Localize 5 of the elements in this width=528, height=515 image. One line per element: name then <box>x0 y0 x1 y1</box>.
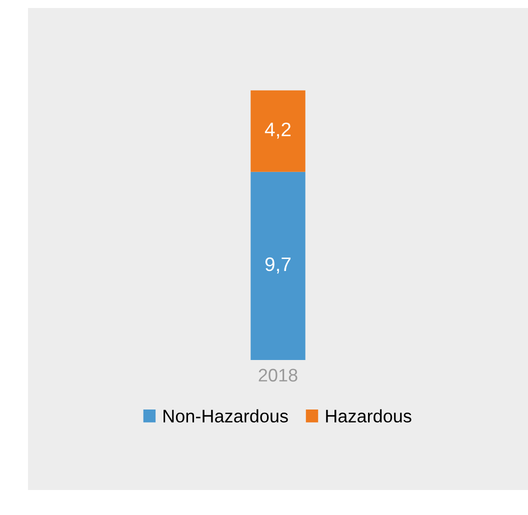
data-label: 4,2 <box>264 122 291 139</box>
legend-label: Non-Hazardous <box>164 409 288 423</box>
legend-label: Hazardous <box>326 409 412 423</box>
data-label: 9,7 <box>265 257 291 274</box>
x-tick-label: 2018 <box>258 368 298 382</box>
